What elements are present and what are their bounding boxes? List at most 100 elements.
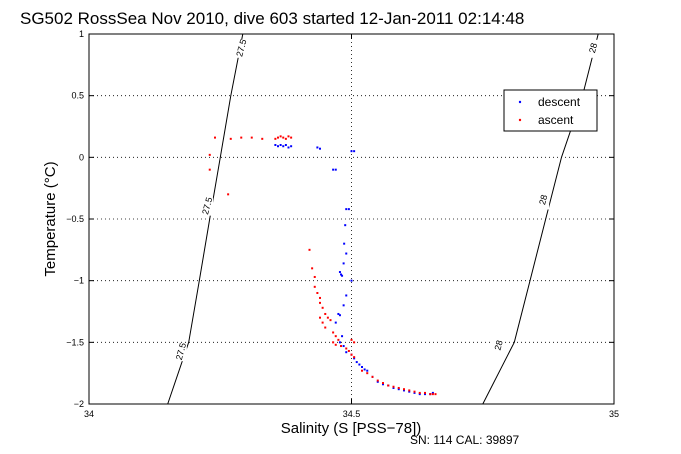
ascent-point [350, 353, 353, 356]
legend-ascent-marker [518, 118, 522, 122]
density-contour-label: 28 [587, 42, 599, 54]
y-tick-label: 0.5 [71, 91, 84, 101]
density-contour-label: 28 [537, 194, 549, 206]
ascent-point [319, 316, 321, 319]
descent-point [277, 145, 279, 148]
descent-point [347, 208, 350, 211]
descent-point [397, 388, 400, 391]
serial-calibration-note: SN: 114 CAL: 39897 [410, 433, 520, 447]
ascent-point [227, 193, 230, 196]
descent-point [361, 366, 363, 368]
descent-point [334, 168, 337, 171]
ascent-point [277, 136, 279, 139]
density-contour-label-bg [587, 39, 599, 58]
y-tick-label: 1 [79, 29, 84, 39]
descent-point [350, 279, 353, 282]
legend: descent ascent [503, 89, 598, 132]
descent-point [342, 304, 345, 307]
ascent-point [431, 393, 434, 396]
legend-descent-label: descent [538, 95, 581, 109]
descent-point [341, 274, 344, 277]
ascent-point [214, 136, 216, 139]
ascent-point [345, 347, 348, 350]
ascent-point [324, 326, 327, 329]
ascent-point [418, 391, 421, 394]
ascent-point [340, 345, 342, 348]
y-tick-label: −1 [74, 276, 84, 286]
ascent-point [397, 386, 400, 389]
density-contour-label: 27.5 [174, 342, 188, 362]
ascent-point [329, 319, 332, 322]
descent-point [431, 391, 434, 394]
ascent-point [408, 389, 411, 392]
y-axis-label: Temperature (°C) [42, 161, 59, 276]
ascent-point [250, 136, 253, 139]
ascent-point [429, 393, 432, 396]
descent-point [353, 150, 356, 153]
ascent-point [282, 136, 285, 139]
descent-point [342, 262, 345, 265]
descent-point [282, 145, 285, 148]
ascent-point [240, 136, 243, 139]
density-contour-label: 27.5 [200, 196, 214, 216]
density-contour-label-bg [174, 343, 187, 362]
descent-point [418, 393, 421, 396]
ascent-point [424, 391, 426, 394]
ascent-point [319, 301, 321, 304]
ascent-point [321, 321, 324, 324]
ascent-point [208, 168, 211, 171]
ascent-point [319, 296, 321, 299]
ascent-point [208, 153, 211, 156]
ascent-point [353, 341, 356, 344]
ascent-point [274, 137, 277, 140]
ascent-point [284, 137, 287, 140]
ascent-point [326, 316, 329, 319]
ascent-point [332, 331, 335, 334]
descent-point [287, 146, 290, 149]
descent-point [408, 390, 411, 393]
ascent-point [316, 292, 319, 294]
descent-series [274, 144, 434, 396]
ascent-point [321, 306, 324, 309]
ascent-point [287, 135, 290, 138]
descent-point [345, 351, 348, 354]
x-axis-label: Salinity (S [PSS−78]) [281, 420, 421, 437]
descent-point [342, 345, 345, 348]
descent-point [345, 208, 348, 211]
descent-point [338, 314, 341, 317]
ascent-point [350, 338, 353, 341]
density-contour-label-bg [201, 197, 214, 216]
ascent-point [376, 379, 379, 382]
ascent-point [382, 382, 384, 385]
density-contour-label: 27.5 [234, 38, 248, 58]
descent-point [345, 294, 348, 297]
descent-point [403, 389, 405, 392]
legend-ascent-label: ascent [538, 113, 574, 127]
ascent-point [392, 385, 395, 388]
descent-point [363, 368, 366, 371]
descent-point [413, 391, 416, 394]
x-axis-ticks: 34 34.5 35 [84, 34, 619, 419]
ascent-point [290, 136, 293, 139]
descent-point [382, 383, 384, 386]
x-tick-label: 34.5 [343, 409, 361, 419]
ascent-point [353, 356, 356, 359]
ascent-point [413, 390, 416, 393]
ascent-point [311, 267, 314, 270]
density-contours: 27.5 27.5 27.5 28 28 28 [167, 33, 599, 405]
x-tick-label: 35 [609, 409, 619, 419]
ascent-point [347, 349, 350, 352]
ascent-point [403, 388, 405, 391]
descent-point [345, 252, 348, 255]
grid-lines [89, 34, 614, 404]
ascent-point [229, 137, 232, 140]
y-tick-label: −0.5 [66, 214, 84, 224]
descent-point [340, 273, 342, 276]
descent-point [316, 146, 319, 149]
descent-point [424, 393, 426, 396]
descent-point [290, 145, 293, 148]
ascent-point [308, 248, 311, 251]
density-contour-label-bg [537, 191, 550, 210]
descent-point [344, 224, 347, 227]
